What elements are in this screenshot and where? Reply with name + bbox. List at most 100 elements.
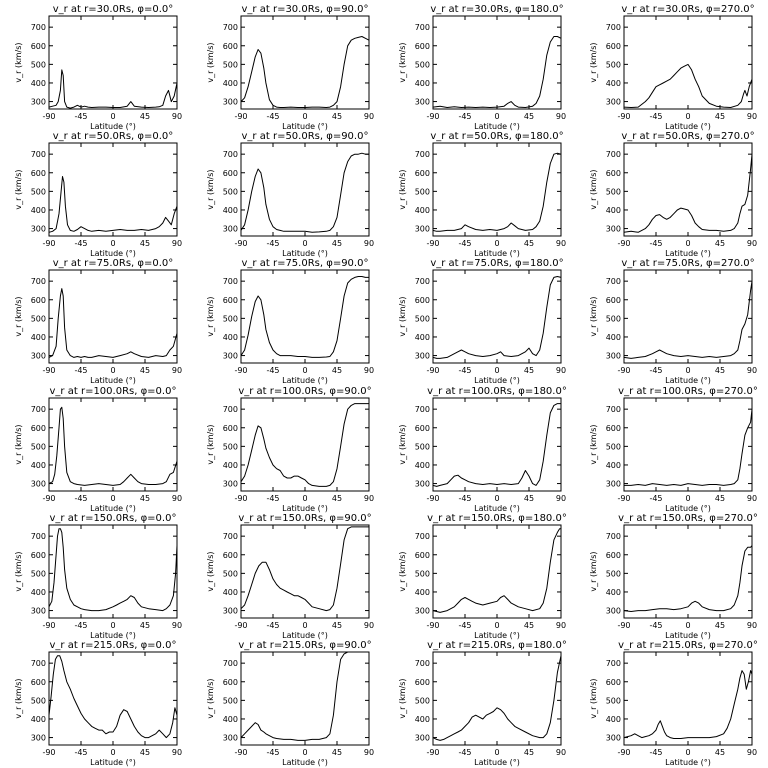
y-tick-label: 600 xyxy=(31,678,46,687)
chart-panel: v_r at r=150.0Rs, φ=90.0° -90 -45 0 45 90 300 4… xyxy=(206,513,374,640)
x-tick-label: 45 xyxy=(332,494,342,503)
y-tick-label: 600 xyxy=(415,678,430,687)
chart-panel: v_r at r=150.0Rs, φ=270.0° -90 -45 0 45 90 300… xyxy=(589,513,758,640)
y-tick-label: 400 xyxy=(31,206,46,215)
y-tick-label: 400 xyxy=(606,333,621,342)
y-tick-label: 600 xyxy=(415,169,430,178)
x-axis-label: Latitude (°) xyxy=(90,758,136,767)
x-axis-label: Latitude (°) xyxy=(474,249,520,258)
plot-frame xyxy=(240,397,370,492)
x-tick-label: 90 xyxy=(172,239,182,248)
y-tick-label: 700 xyxy=(606,150,621,159)
series-line xyxy=(240,276,369,358)
y-tick-label: 500 xyxy=(415,442,430,451)
y-axis-label: v_r (km/s) xyxy=(589,678,598,718)
x-tick-label: 45 xyxy=(715,112,725,121)
plot-frame xyxy=(48,524,178,619)
chart-panel: v_r at r=100.0Rs, φ=90.0° -90 -45 0 45 90 300 4… xyxy=(206,386,374,513)
x-axis-label: Latitude (°) xyxy=(665,504,711,513)
x-tick-label: 0 xyxy=(685,748,690,757)
y-tick-label: 700 xyxy=(415,532,430,541)
x-tick-label: 90 xyxy=(556,366,566,375)
y-tick-label: 400 xyxy=(415,588,430,597)
x-tick-label: 90 xyxy=(747,239,757,248)
x-tick-label: 45 xyxy=(524,494,534,503)
x-tick-label: 0 xyxy=(494,239,499,248)
x-tick-label: 45 xyxy=(332,112,342,121)
y-tick-label: 600 xyxy=(31,42,46,51)
y-tick-label: 300 xyxy=(31,734,46,743)
chart-title: v_r at r=50.0Rs, φ=0.0° xyxy=(53,131,174,142)
y-tick-label: 400 xyxy=(606,79,621,88)
y-axis-label: v_r (km/s) xyxy=(398,551,407,591)
y-tick-label: 700 xyxy=(31,23,46,32)
y-tick-label: 300 xyxy=(606,352,621,361)
y-tick-label: 300 xyxy=(415,734,430,743)
y-tick-label: 500 xyxy=(223,442,238,451)
x-tick-label: -45 xyxy=(649,112,662,121)
y-tick-label: 600 xyxy=(415,551,430,560)
y-tick-label: 600 xyxy=(606,678,621,687)
chart-panel: v_r at r=50.0Rs, φ=90.0° -90 -45 0 45 90 300 40… xyxy=(206,131,374,258)
y-tick-label: 600 xyxy=(31,296,46,305)
y-tick-label: 300 xyxy=(223,480,238,489)
y-tick-label: 600 xyxy=(223,678,238,687)
x-tick-label: 0 xyxy=(110,366,115,375)
x-tick-label: -45 xyxy=(74,112,87,121)
x-tick-label: -45 xyxy=(266,239,279,248)
y-axis-label: v_r (km/s) xyxy=(14,296,23,336)
chart-panel: v_r at r=30.0Rs, φ=90.0° -90 -45 0 45 90 300 40… xyxy=(206,4,374,131)
y-tick-label: 300 xyxy=(31,607,46,616)
y-tick-label: 600 xyxy=(606,551,621,560)
chart-panel: v_r at r=215.0Rs, φ=0.0° -90 -45 0 45 90 300 40… xyxy=(14,640,182,767)
x-tick-label: 90 xyxy=(747,112,757,121)
x-tick-label: -90 xyxy=(617,748,630,757)
plot-frame xyxy=(432,269,562,364)
chart-panel: v_r at r=150.0Rs, φ=180.0° -90 -45 0 45 90 300… xyxy=(398,513,567,640)
chart-title: v_r at r=150.0Rs, φ=180.0° xyxy=(427,513,567,524)
chart-title: v_r at r=75.0Rs, φ=90.0° xyxy=(242,258,369,269)
x-tick-label: -45 xyxy=(458,239,471,248)
x-tick-label: 0 xyxy=(302,112,307,121)
y-tick-label: 700 xyxy=(31,150,46,159)
y-tick-label: 300 xyxy=(415,98,430,107)
y-axis-label: v_r (km/s) xyxy=(14,424,23,464)
chart-panel: v_r at r=50.0Rs, φ=180.0° -90 -45 0 45 90 300 4… xyxy=(398,131,566,258)
x-tick-label: -45 xyxy=(74,748,87,757)
y-tick-label: 700 xyxy=(415,659,430,668)
y-tick-label: 600 xyxy=(223,169,238,178)
x-axis-label: Latitude (°) xyxy=(665,122,711,131)
x-tick-label: 90 xyxy=(172,494,182,503)
x-tick-label: 0 xyxy=(110,112,115,121)
y-axis-label: v_r (km/s) xyxy=(206,678,215,718)
y-tick-label: 700 xyxy=(415,150,430,159)
x-tick-label: 45 xyxy=(140,494,150,503)
y-tick-label: 300 xyxy=(415,480,430,489)
chart-panel: v_r at r=75.0Rs, φ=270.0° -90 -45 0 45 90 300 4… xyxy=(589,258,757,385)
y-tick-label: 400 xyxy=(415,461,430,470)
y-tick-label: 300 xyxy=(606,607,621,616)
x-tick-label: 0 xyxy=(302,239,307,248)
x-tick-label: 45 xyxy=(140,748,150,757)
x-tick-label: 45 xyxy=(140,621,150,630)
x-tick-label: 90 xyxy=(364,366,374,375)
y-tick-label: 600 xyxy=(606,424,621,433)
plot-frame xyxy=(240,142,370,237)
x-tick-label: -90 xyxy=(617,112,630,121)
chart-panel: v_r at r=75.0Rs, φ=90.0° -90 -45 0 45 90 300 40… xyxy=(206,258,374,385)
y-tick-label: 500 xyxy=(606,314,621,323)
plot-frame xyxy=(623,269,753,364)
x-tick-label: -45 xyxy=(266,494,279,503)
x-tick-label: -90 xyxy=(42,239,55,248)
y-tick-label: 300 xyxy=(223,98,238,107)
y-axis-label: v_r (km/s) xyxy=(206,42,215,82)
x-tick-label: -90 xyxy=(426,494,439,503)
x-tick-label: 45 xyxy=(140,112,150,121)
plot-frame xyxy=(432,142,562,237)
x-tick-label: 0 xyxy=(302,366,307,375)
x-tick-label: 45 xyxy=(715,494,725,503)
x-tick-label: 90 xyxy=(747,621,757,630)
y-axis-label: v_r (km/s) xyxy=(589,169,598,209)
y-tick-label: 300 xyxy=(223,225,238,234)
